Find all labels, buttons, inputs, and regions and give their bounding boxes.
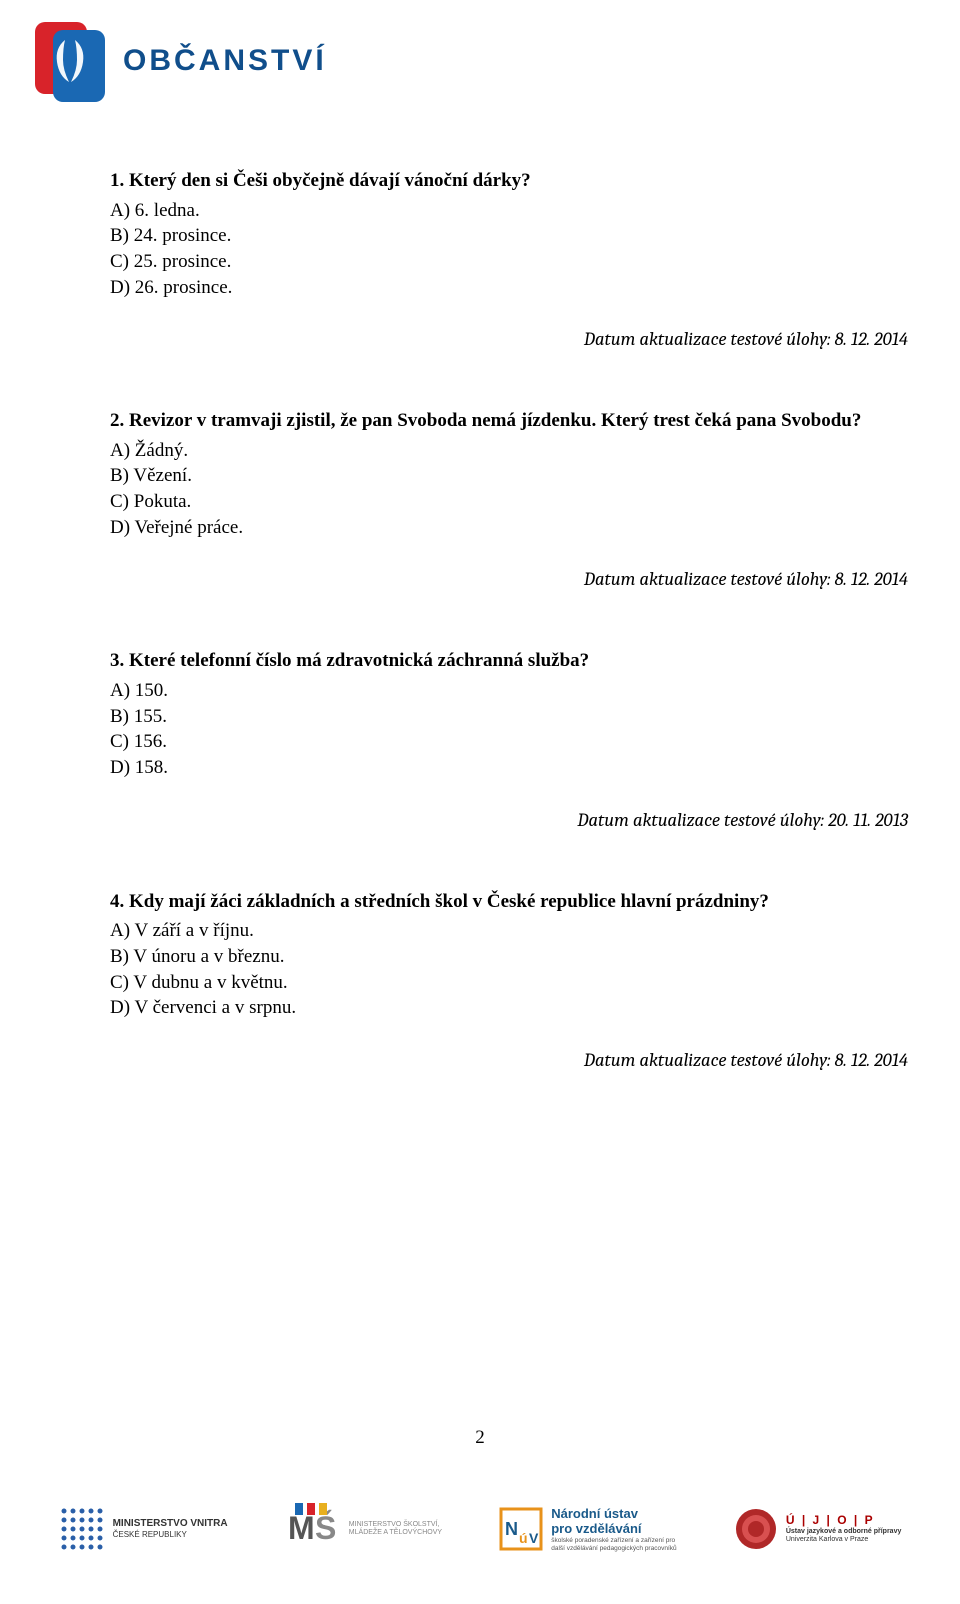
- ujop-label-line1: Ú | J | O | P: [786, 1513, 902, 1527]
- svg-text:Š: Š: [315, 1510, 336, 1546]
- nuv-label-line1: Národní ústav: [551, 1506, 676, 1522]
- question-3: 3. Které telefonní číslo má zdravotnická…: [110, 648, 910, 830]
- answer-d: D) Veřejné práce.: [110, 515, 910, 541]
- nuv-label: Národní ústav pro vzdělávání školské por…: [551, 1506, 676, 1553]
- answer-a: A) 150.: [110, 678, 910, 704]
- questions-content: 1. Který den si Češi obyčejně dávají ván…: [110, 168, 910, 1119]
- page-number: 2: [0, 1427, 960, 1449]
- answer-c: C) Pokuta.: [110, 489, 910, 515]
- msmt-label-line1: MINISTERSTVO ŠKOLSTVÍ,: [349, 1521, 442, 1529]
- nuv-label-line4: další vzdělávání pedagogických pracovník…: [551, 1545, 676, 1553]
- question-text: 1. Který den si Češi obyčejně dávají ván…: [110, 168, 910, 194]
- update-date: Datum aktualizace testové úlohy: 8. 12. …: [110, 328, 910, 350]
- brand-title: OBČANSTVÍ: [123, 44, 327, 78]
- svg-text:N: N: [505, 1519, 518, 1539]
- ujop-label: Ú | J | O | P Ústav jazykové a odborné p…: [786, 1513, 902, 1544]
- answer-c: C) 156.: [110, 729, 910, 755]
- mv-label-line2: ČESKÉ REPUBLIKY: [113, 1530, 228, 1540]
- footer-mv: MINISTERSTVO VNITRA ČESKÉ REPUBLIKY: [59, 1506, 228, 1552]
- answer-b: B) 24. prosince.: [110, 223, 910, 249]
- nuv-icon: N ú V: [499, 1507, 543, 1551]
- answer-d: D) 158.: [110, 755, 910, 781]
- svg-text:ú: ú: [519, 1530, 528, 1546]
- nuv-label-line2: pro vzdělávání: [551, 1521, 676, 1537]
- nuv-label-line3: školské poradenské zařízení a zařízení p…: [551, 1537, 676, 1545]
- mv-dots-icon: [59, 1506, 105, 1552]
- msmt-icon: M Š: [285, 1501, 341, 1557]
- footer-msmt: M Š MINISTERSTVO ŠKOLSTVÍ, MLÁDEŽE A TĚL…: [285, 1501, 442, 1557]
- question-4: 4. Kdy mají žáci základních a středních …: [110, 889, 910, 1071]
- answer-d: D) V červenci a v srpnu.: [110, 995, 910, 1021]
- svg-text:V: V: [529, 1530, 539, 1546]
- footer-ujop: Ú | J | O | P Ústav jazykové a odborné p…: [734, 1507, 902, 1551]
- mv-label: MINISTERSTVO VNITRA ČESKÉ REPUBLIKY: [113, 1518, 228, 1540]
- answer-c: C) V dubnu a v květnu.: [110, 970, 910, 996]
- footer-logos: MINISTERSTVO VNITRA ČESKÉ REPUBLIKY M Š …: [0, 1474, 960, 1584]
- answer-d: D) 26. prosince.: [110, 275, 910, 301]
- svg-text:M: M: [288, 1510, 315, 1546]
- update-date: Datum aktualizace testové úlohy: 20. 11.…: [110, 809, 910, 831]
- uk-seal-icon: [734, 1507, 778, 1551]
- msmt-label-line2: MLÁDEŽE A TĚLOVÝCHOVY: [349, 1529, 442, 1537]
- question-text: 4. Kdy mají žáci základních a středních …: [110, 889, 910, 915]
- question-text: 3. Které telefonní číslo má zdravotnická…: [110, 648, 910, 674]
- update-date: Datum aktualizace testové úlohy: 8. 12. …: [110, 1049, 910, 1071]
- answer-c: C) 25. prosince.: [110, 249, 910, 275]
- question-1: 1. Který den si Češi obyčejně dávají ván…: [110, 168, 910, 350]
- update-date: Datum aktualizace testové úlohy: 8. 12. …: [110, 568, 910, 590]
- mv-label-line1: MINISTERSTVO VNITRA: [113, 1518, 228, 1530]
- answer-a: A) 6. ledna.: [110, 198, 910, 224]
- footer-nuv: N ú V Národní ústav pro vzdělávání škols…: [499, 1506, 676, 1553]
- msmt-label: MINISTERSTVO ŠKOLSTVÍ, MLÁDEŽE A TĚLOVÝC…: [349, 1521, 442, 1538]
- answer-b: B) V únoru a v březnu.: [110, 944, 910, 970]
- header-logo: OBČANSTVÍ: [35, 20, 327, 102]
- question-text: 2. Revizor v tramvaji zjistil, že pan Sv…: [110, 408, 910, 434]
- ujop-label-line2: Ústav jazykové a odborné přípravy: [786, 1528, 902, 1536]
- question-2: 2. Revizor v tramvaji zjistil, že pan Sv…: [110, 408, 910, 590]
- answer-b: B) Vězení.: [110, 463, 910, 489]
- answer-b: B) 155.: [110, 704, 910, 730]
- ujop-label-line3: Univerzita Karlova v Praze: [786, 1536, 902, 1544]
- answer-a: A) V září a v říjnu.: [110, 918, 910, 944]
- answer-a: A) Žádný.: [110, 438, 910, 464]
- obcanstvi-logo-icon: [35, 20, 105, 102]
